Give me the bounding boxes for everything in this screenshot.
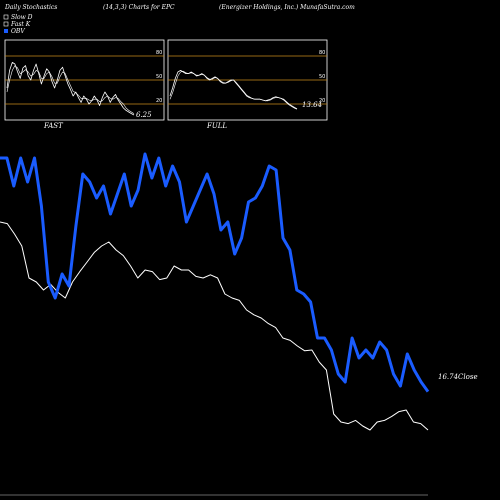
fast-panel-title: FAST: [43, 122, 64, 130]
full-panel: 20 50 80 13.64 FULL: [167, 39, 328, 130]
fast-fast-k-line: [6, 62, 135, 116]
full-slow-d-line: [169, 70, 298, 110]
close-value: 16.74: [438, 373, 458, 381]
legend-label-fast-k: Fast K: [10, 21, 31, 28]
full-tick-label-80: 80: [319, 50, 325, 56]
full-tick-label-20: 20: [319, 98, 325, 104]
legend-swatch-fast-k: [3, 21, 9, 27]
close-suffix: Close: [458, 373, 478, 381]
header-center: (14,3,3) Charts for EPC: [103, 4, 175, 11]
legend: Slow D Fast K OBV: [3, 14, 33, 35]
full-last-value: 13.64: [302, 101, 322, 109]
full-panel-title: FULL: [206, 122, 227, 130]
fast-tick-label-20: 20: [156, 98, 162, 104]
bottom-baseline: [0, 494, 428, 496]
fast-panel: 20 50 80 6.25 FAST: [4, 39, 165, 130]
legend-swatch-obv: [4, 29, 8, 33]
close-value-label: 16.74Close: [438, 373, 478, 381]
legend-label-slow-d: Slow D: [11, 14, 33, 21]
legend-label-obv: OBV: [11, 28, 25, 35]
obv-line: [0, 152, 430, 393]
fast-last-value: 6.25: [136, 111, 152, 119]
close-price-line: [0, 221, 429, 431]
fast-slow-d-line: [6, 65, 135, 114]
legend-swatch-slow-d: [3, 14, 9, 20]
main-panel: 16.74Close: [0, 152, 478, 496]
fast-tick-label-50: 50: [156, 74, 162, 80]
header-right: (Energizer Holdings, Inc.) MunafaSutra.c…: [219, 4, 355, 11]
full-tick-label-50: 50: [319, 74, 325, 80]
fast-tick-label-80: 80: [156, 50, 162, 56]
header-left: Daily Stochastics: [4, 4, 57, 11]
